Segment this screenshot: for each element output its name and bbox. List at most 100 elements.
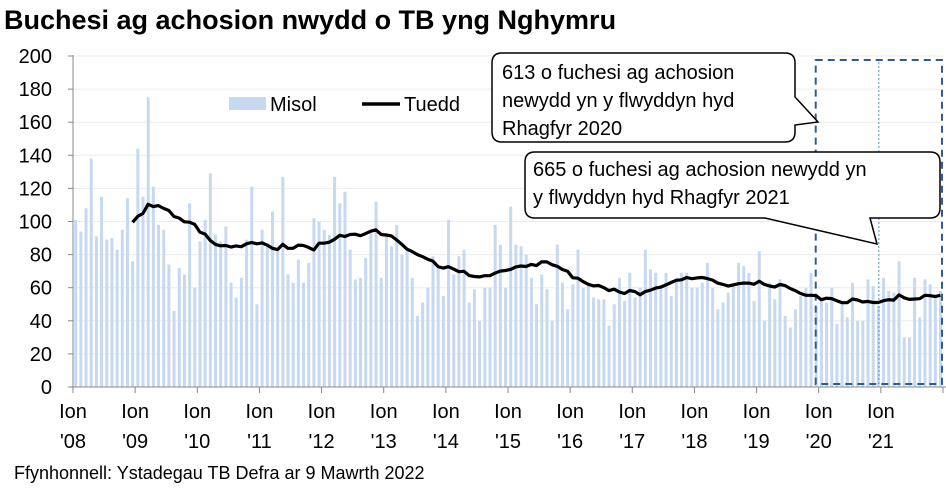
- x-tick-label-year: '18: [681, 431, 707, 453]
- bar-misol: [840, 302, 844, 387]
- bar-misol: [493, 224, 497, 387]
- bar-misol: [105, 239, 109, 387]
- callout-2020-line-1: 613 o fuchesi ag achosion: [502, 62, 734, 84]
- bar-misol: [193, 287, 197, 387]
- bar-misol: [100, 196, 104, 387]
- bar-misol: [560, 282, 564, 387]
- bar-misol: [581, 287, 585, 387]
- bar-misol: [794, 309, 797, 387]
- bar-misol: [322, 229, 326, 387]
- bar-misol: [151, 186, 155, 387]
- bar-misol: [913, 277, 917, 387]
- bar-misol: [369, 233, 373, 387]
- bar-misol: [115, 249, 119, 387]
- bar-misol: [524, 254, 528, 387]
- bar-misol: [628, 272, 632, 387]
- bar-misol: [535, 304, 539, 387]
- x-axis: Ion '08 Ion '09 Ion '10 Ion '11 Ion '12 Ion '13 Ion '…: [59, 386, 946, 453]
- bar-misol: [421, 302, 425, 387]
- bar-misol: [643, 249, 647, 387]
- bar-misol: [550, 320, 554, 387]
- callout-2020-line-2: newydd yn y flwyddyn hyd: [502, 90, 734, 112]
- bar-misol: [364, 257, 368, 387]
- x-tick-label-month: Ion: [556, 401, 584, 423]
- bar-misol: [312, 218, 316, 387]
- bar-misol: [84, 208, 88, 387]
- bar-misol: [519, 246, 523, 387]
- bar-misol: [214, 234, 217, 387]
- bar-misol: [79, 231, 83, 387]
- y-tick-label: 200: [19, 46, 52, 68]
- trend-line-tuedd: [131, 202, 941, 305]
- bar-misol: [452, 274, 456, 387]
- legend-label-tuedd: Tuedd: [404, 94, 460, 116]
- bar-misol: [270, 211, 274, 387]
- bar-misol: [752, 300, 756, 387]
- bar-misol: [742, 266, 746, 387]
- bar-misol: [607, 325, 611, 387]
- legend: Misol Tuedd: [229, 94, 460, 116]
- bar-misol: [390, 246, 394, 387]
- bar-misol: [219, 241, 223, 387]
- bar-misol: [384, 236, 388, 387]
- bar-misol: [333, 176, 337, 387]
- bar-misol: [472, 289, 476, 387]
- bar-misol: [866, 279, 870, 387]
- bar-misol: [887, 291, 891, 387]
- bar-misol: [462, 249, 466, 387]
- x-tick-label-year: '11: [247, 431, 272, 453]
- x-tick-label-year: '21: [868, 431, 894, 453]
- bar-misol: [685, 272, 689, 387]
- bar-misol: [188, 203, 192, 387]
- callout-2020-line-3: Rhagfyr 2020: [502, 118, 622, 140]
- bar-misol: [359, 277, 362, 387]
- bar-misol: [327, 234, 331, 387]
- bar-misol: [726, 292, 730, 387]
- bar-misol: [664, 272, 668, 387]
- bar-misol: [239, 277, 243, 387]
- x-tick-label-year: '08: [60, 431, 86, 453]
- bar-misol: [705, 262, 709, 388]
- source-note: Ffynhonnell: Ystadegau TB Defra ar 9 Maw…: [14, 463, 425, 483]
- x-tick-label-month: Ion: [681, 401, 709, 423]
- bar-misol: [669, 295, 673, 387]
- bar-misol: [374, 201, 378, 387]
- bar-misol: [721, 302, 725, 387]
- bar-misol: [540, 274, 544, 387]
- bar-misol: [483, 287, 487, 387]
- bar-misol: [576, 249, 580, 387]
- bar-misol: [125, 198, 129, 387]
- x-tick-label-year: '19: [744, 431, 770, 453]
- bar-misol: [633, 297, 637, 387]
- bar-misol: [265, 246, 269, 387]
- callout-2021: 665 o fuchesi ag achosion newydd yn y fl…: [524, 151, 941, 246]
- callout-2021-line-2: y flwyddyn hyd Rhagfyr 2021: [533, 187, 790, 209]
- x-tick-label-year: '12: [309, 431, 335, 453]
- bar-misol: [250, 186, 254, 387]
- bar-misol: [649, 269, 652, 387]
- bar-misol: [659, 287, 663, 387]
- bar-misol: [198, 241, 202, 387]
- bar-misol: [731, 282, 735, 387]
- bar-misol: [177, 267, 181, 387]
- x-tick-label-month: Ion: [59, 401, 87, 423]
- x-tick-label-month: Ion: [246, 401, 274, 423]
- bar-misol: [405, 251, 409, 387]
- bar-misol: [307, 262, 311, 388]
- bar-misol: [224, 226, 228, 387]
- bar-misol: [856, 320, 860, 387]
- bar-misol: [89, 158, 93, 387]
- bar-misol: [809, 272, 813, 387]
- bar-misol: [120, 229, 124, 387]
- bar-misol: [586, 286, 590, 387]
- bar-misol: [897, 261, 901, 387]
- bar-misol: [281, 176, 285, 387]
- bar-misol: [907, 337, 911, 387]
- bar-misol: [182, 274, 186, 387]
- bar-misol: [302, 282, 306, 387]
- bar-misol: [861, 320, 865, 387]
- bar-misol: [478, 320, 482, 387]
- bar-misol: [136, 148, 140, 387]
- bar-misol: [395, 224, 399, 387]
